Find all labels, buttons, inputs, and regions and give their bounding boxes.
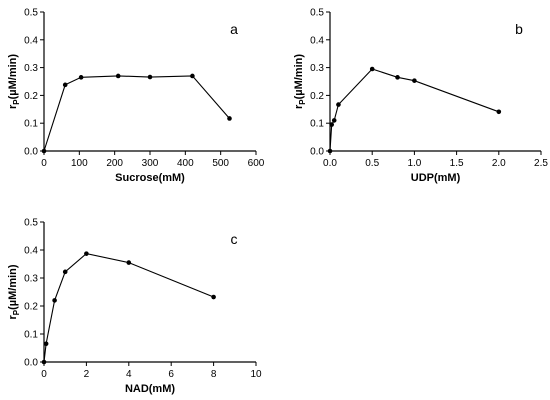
x-tick-label: 0	[41, 369, 47, 380]
x-tick-label: 500	[212, 158, 229, 169]
x-axis-title: Sucrose(mM)	[115, 172, 185, 184]
x-tick-label: 2.0	[492, 158, 506, 169]
x-axis-title: NAD(mM)	[125, 383, 175, 395]
y-tick-label: 0.3	[310, 63, 324, 74]
data-point	[41, 148, 47, 154]
y-axis-title: rP(µM/min)	[293, 54, 307, 109]
data-point	[331, 118, 337, 123]
panel-a: 0.0 0.1 0.2 0.3 0.4 0.5 0 100 200 300 400 500 600 Suc…	[7, 8, 265, 185]
data-point	[126, 260, 132, 265]
y-axis-title-unit: (µM/min)	[7, 264, 19, 310]
data-point	[41, 359, 47, 365]
panel-label: c	[231, 231, 238, 247]
data-point	[43, 341, 49, 347]
y-tick-label: 0.0	[24, 358, 38, 369]
y-tick-label: 0.1	[310, 119, 324, 130]
x-tick-label: 1.5	[450, 158, 464, 169]
y-tick-label: 0.5	[310, 8, 324, 19]
x-tick-label: 2	[84, 369, 90, 380]
data-point	[336, 102, 341, 107]
y-tick-label: 0.5	[24, 8, 38, 19]
y-axis-title-subscript: P	[12, 309, 21, 315]
y-axis-title-main: r	[7, 315, 19, 320]
data-point	[211, 294, 216, 300]
y-tick-label: 0.4	[24, 246, 38, 257]
y-tick-label: 0.5	[24, 218, 38, 229]
x-axis-title: UDP(mM)	[411, 172, 461, 184]
x-tick-label: 100	[71, 158, 88, 169]
x-tick-label: 300	[142, 158, 159, 169]
x-tick-label: 200	[106, 158, 123, 169]
data-point	[52, 298, 57, 303]
x-tick-label: 6	[168, 369, 174, 380]
data-point	[84, 251, 89, 256]
data-point	[78, 75, 84, 80]
y-axis-title-unit: (µM/min)	[7, 54, 19, 100]
x-tick-label: 2.5	[534, 158, 548, 169]
data-point	[115, 73, 121, 79]
panel-label: a	[230, 21, 238, 37]
y-tick-label: 0.4	[310, 35, 324, 46]
y-tick-label: 0.3	[24, 274, 38, 285]
x-tick-label: 600	[248, 158, 265, 169]
panel-b: 0.0 0.1 0.2 0.3 0.4 0.5 0.0 0.5 1.0 1.5 2.0 2.5 UDP(…	[293, 8, 548, 185]
data-point	[62, 82, 68, 88]
data-point	[412, 78, 417, 83]
panel-c: 0.0 0.1 0.2 0.3 0.4 0.5 0 2 4 6 8 10 NAD(mM) rP(µM/mi…	[7, 218, 262, 396]
data-point	[369, 66, 375, 72]
y-axis-title-unit: (µM/min)	[293, 54, 305, 100]
y-axis-title-subscript: P	[12, 99, 21, 105]
data-point	[329, 122, 334, 127]
x-tick-label: 0.5	[365, 158, 379, 169]
y-axis-title-main: r	[293, 104, 305, 109]
x-tick-label: 0	[41, 158, 47, 169]
x-tick-label: 10	[250, 369, 262, 380]
y-axis-title-subscript: P	[298, 99, 307, 105]
y-tick-label: 0.1	[24, 330, 38, 341]
y-tick-label: 0.3	[24, 63, 38, 74]
data-point	[395, 75, 400, 80]
y-axis-title: rP(µM/min)	[7, 54, 21, 109]
data-point	[327, 148, 333, 154]
data-point	[496, 109, 502, 115]
y-tick-label: 0.4	[24, 35, 38, 46]
data-point	[147, 74, 153, 80]
panel-label: b	[515, 21, 523, 37]
x-tick-label: 0.0	[323, 158, 337, 169]
x-tick-label: 8	[211, 369, 217, 380]
y-tick-label: 0.0	[310, 147, 324, 158]
data-point	[190, 73, 195, 79]
y-tick-label: 0.1	[24, 119, 38, 130]
series-line	[43, 75, 230, 152]
y-axis-title: rP(µM/min)	[7, 264, 21, 319]
x-tick-label: 4	[126, 369, 132, 380]
y-tick-label: 0.2	[24, 91, 38, 102]
y-axis-title-main: r	[7, 104, 19, 109]
x-tick-label: 400	[177, 158, 194, 169]
y-tick-label: 0.2	[24, 302, 38, 313]
y-tick-label: 0.2	[310, 91, 324, 102]
y-tick-label: 0.0	[24, 147, 38, 158]
series-line	[43, 253, 214, 363]
data-point	[227, 116, 232, 121]
data-point	[62, 269, 68, 275]
x-tick-label: 1.0	[407, 158, 421, 169]
